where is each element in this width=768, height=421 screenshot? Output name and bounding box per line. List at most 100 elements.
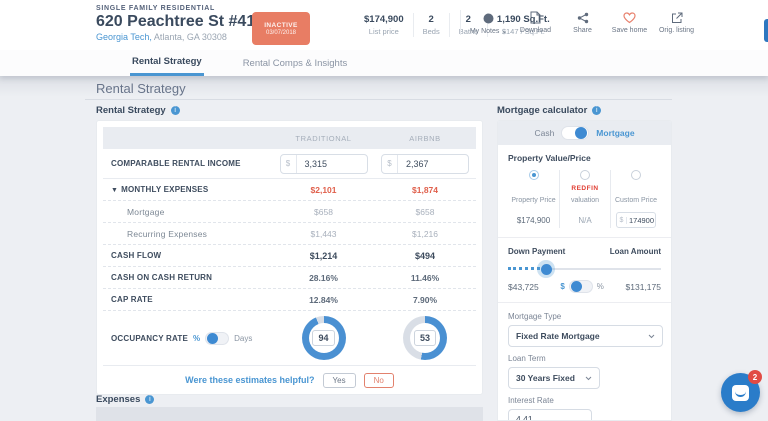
- custom-price-radio[interactable]: [631, 170, 641, 180]
- share-icon: [559, 10, 606, 24]
- status-badge: INACTIVE 03/07/2018: [252, 12, 310, 45]
- mortgage-expense-row: Mortgage $658 $658: [103, 201, 476, 223]
- sqft-value: 1,190 Sq.Ft.: [496, 14, 550, 25]
- mortgage-calculator-info-icon[interactable]: i: [592, 106, 602, 115]
- occupancy-percent-option[interactable]: %: [193, 333, 201, 343]
- mortgage-calculator-header: Mortgage calculator i: [497, 105, 602, 116]
- list-price-value: $174,900: [364, 14, 404, 25]
- property-price-value: $174,900: [516, 215, 551, 225]
- mortgage-mode-option[interactable]: Mortgage: [596, 128, 635, 138]
- loan-term-value: 30 Years Fixed: [516, 373, 575, 383]
- orig-listing-label: Orig. listing: [658, 27, 694, 34]
- property-price-radio[interactable]: [528, 170, 539, 180]
- dollar-prefix: $: [281, 154, 297, 173]
- property-location: Georgia Tech, Atlanta, GA 30308: [96, 32, 264, 42]
- airbnb-income-input[interactable]: $: [381, 153, 469, 174]
- save-home-label: Save home: [611, 27, 648, 34]
- redfin-valuation-value: N/A: [578, 215, 592, 225]
- mortgage-expense-label: Mortgage: [127, 206, 165, 217]
- cash-on-cash-label: CASH ON CASH RETURN: [111, 273, 213, 282]
- property-stats: $174,900 List price 2 Beds 2 Baths 1,190…: [355, 11, 559, 39]
- recurring-expenses-label: Recurring Expenses: [127, 228, 208, 239]
- monthly-expenses-toggle[interactable]: ▼ MONTHLY EXPENSES: [111, 185, 209, 194]
- estimates-feedback: Were these estimates helpful? Yes No: [103, 366, 476, 394]
- feedback-yes-button[interactable]: Yes: [322, 372, 356, 388]
- custom-price-input[interactable]: $: [616, 212, 656, 228]
- redfin-valuation-option: REDFIN valuation N/A: [559, 170, 610, 228]
- cash-flow-label: CASH FLOW: [111, 251, 162, 260]
- down-payment-header: Down Payment Loan Amount: [508, 247, 661, 256]
- property-summary: SINGLE FAMILY RESIDENTIAL 620 Peachtree …: [96, 5, 264, 42]
- expenses-info-icon[interactable]: i: [145, 395, 155, 404]
- traditional-income-input[interactable]: $: [279, 153, 368, 174]
- tab-rental-strategy[interactable]: Rental Strategy: [130, 50, 204, 76]
- occupancy-days-option[interactable]: Days: [234, 333, 253, 343]
- download-pdf-icon: [512, 10, 559, 24]
- cash-mortgage-toggle[interactable]: [561, 126, 590, 140]
- feedback-no-button[interactable]: No: [363, 372, 394, 388]
- cash-flow-traditional: $1,214: [309, 250, 338, 261]
- share-label: Share: [573, 27, 592, 34]
- download-label: Download: [519, 27, 552, 34]
- down-payment-label: Down Payment: [508, 247, 566, 256]
- traditional-occupancy-value: 94: [312, 330, 335, 346]
- loan-term-label: Loan Term: [508, 354, 546, 363]
- chat-widget-button[interactable]: 2: [721, 370, 762, 412]
- down-payment-slider[interactable]: [508, 260, 661, 278]
- recurring-expenses-traditional: $1,443: [310, 228, 337, 239]
- airbnb-income-field[interactable]: [398, 158, 460, 169]
- cap-rate-traditional: 12.84%: [309, 294, 338, 305]
- toggle-knob: [575, 127, 588, 139]
- recurring-expenses-airbnb: $1,216: [412, 228, 438, 239]
- dollar-unit-option[interactable]: $: [560, 282, 565, 291]
- divider: [498, 237, 671, 238]
- download-button[interactable]: Download: [512, 10, 559, 35]
- comparable-rental-income-label: COMPARABLE RENTAL INCOME: [111, 159, 241, 168]
- page-title-band: [0, 76, 768, 99]
- rental-strategy-info-icon[interactable]: i: [170, 106, 180, 115]
- slider-handle[interactable]: [537, 260, 556, 278]
- percent-unit-option[interactable]: %: [596, 282, 604, 291]
- tab-rental-comps[interactable]: Rental Comps & Insights: [242, 57, 348, 69]
- mortgage-type-select[interactable]: Fixed Rate Mortgage: [508, 325, 663, 347]
- cash-mode-option[interactable]: Cash: [534, 128, 555, 138]
- property-price-option: Property Price $174,900: [508, 170, 559, 228]
- interest-rate-input[interactable]: [508, 409, 592, 420]
- slider-track: [546, 268, 661, 270]
- chevron-down-icon: [585, 376, 592, 380]
- save-home-button[interactable]: Save home: [606, 10, 653, 35]
- city-state-text: Atlanta, GA 30308: [151, 32, 227, 42]
- external-link-icon: [653, 10, 700, 24]
- down-payment-values: $43,725 $ % $131,175: [508, 280, 661, 293]
- header-edge-button[interactable]: [764, 19, 768, 42]
- dollar-prefix: $: [382, 154, 398, 173]
- my-notes-button[interactable]: My Notes ⌄: [465, 10, 512, 35]
- cash-on-cash-traditional: 28.16%: [309, 272, 338, 283]
- down-payment-amount: $43,725: [508, 281, 539, 292]
- share-button[interactable]: Share: [559, 10, 606, 35]
- monthly-expenses-row: ▼ MONTHLY EXPENSES $2,101 $1,874: [103, 179, 476, 201]
- mortgage-type-label: Mortgage Type: [508, 312, 562, 321]
- traditional-income-field[interactable]: [296, 158, 359, 169]
- orig-listing-button[interactable]: Orig. listing: [653, 10, 700, 35]
- cap-rate-label: CAP RATE: [111, 295, 153, 304]
- expenses-section-header: Expenses i: [96, 394, 155, 405]
- traditional-occupancy-gauge: 94: [301, 316, 346, 360]
- stat-sqft: 1,190 Sq.Ft. $147 / Sq.Ft.: [486, 13, 559, 37]
- page-title: Rental Strategy: [96, 81, 186, 96]
- toggle-knob: [570, 281, 582, 292]
- column-airbnb: AIRBNB: [409, 133, 441, 143]
- dollar-percent-toggle[interactable]: [568, 280, 593, 293]
- loan-term-select[interactable]: 30 Years Fixed: [508, 367, 600, 389]
- property-value-options: Property Price $174,900 REDFIN valuation…: [508, 170, 661, 228]
- custom-price-field[interactable]: [627, 215, 655, 225]
- occupancy-unit-toggle[interactable]: [205, 331, 230, 345]
- comparable-rental-income-row: COMPARABLE RENTAL INCOME $ $: [103, 149, 476, 179]
- cap-rate-airbnb: 7.90%: [412, 294, 438, 305]
- cap-rate-row: CAP RATE 12.84% 7.90%: [103, 289, 476, 311]
- expenses-section-title: Expenses: [96, 394, 141, 405]
- baths-value: 2: [465, 14, 471, 25]
- redfin-valuation-radio[interactable]: [580, 170, 590, 180]
- neighborhood-link[interactable]: Georgia Tech,: [96, 32, 152, 42]
- my-notes-label: My Notes ⌄: [469, 28, 508, 35]
